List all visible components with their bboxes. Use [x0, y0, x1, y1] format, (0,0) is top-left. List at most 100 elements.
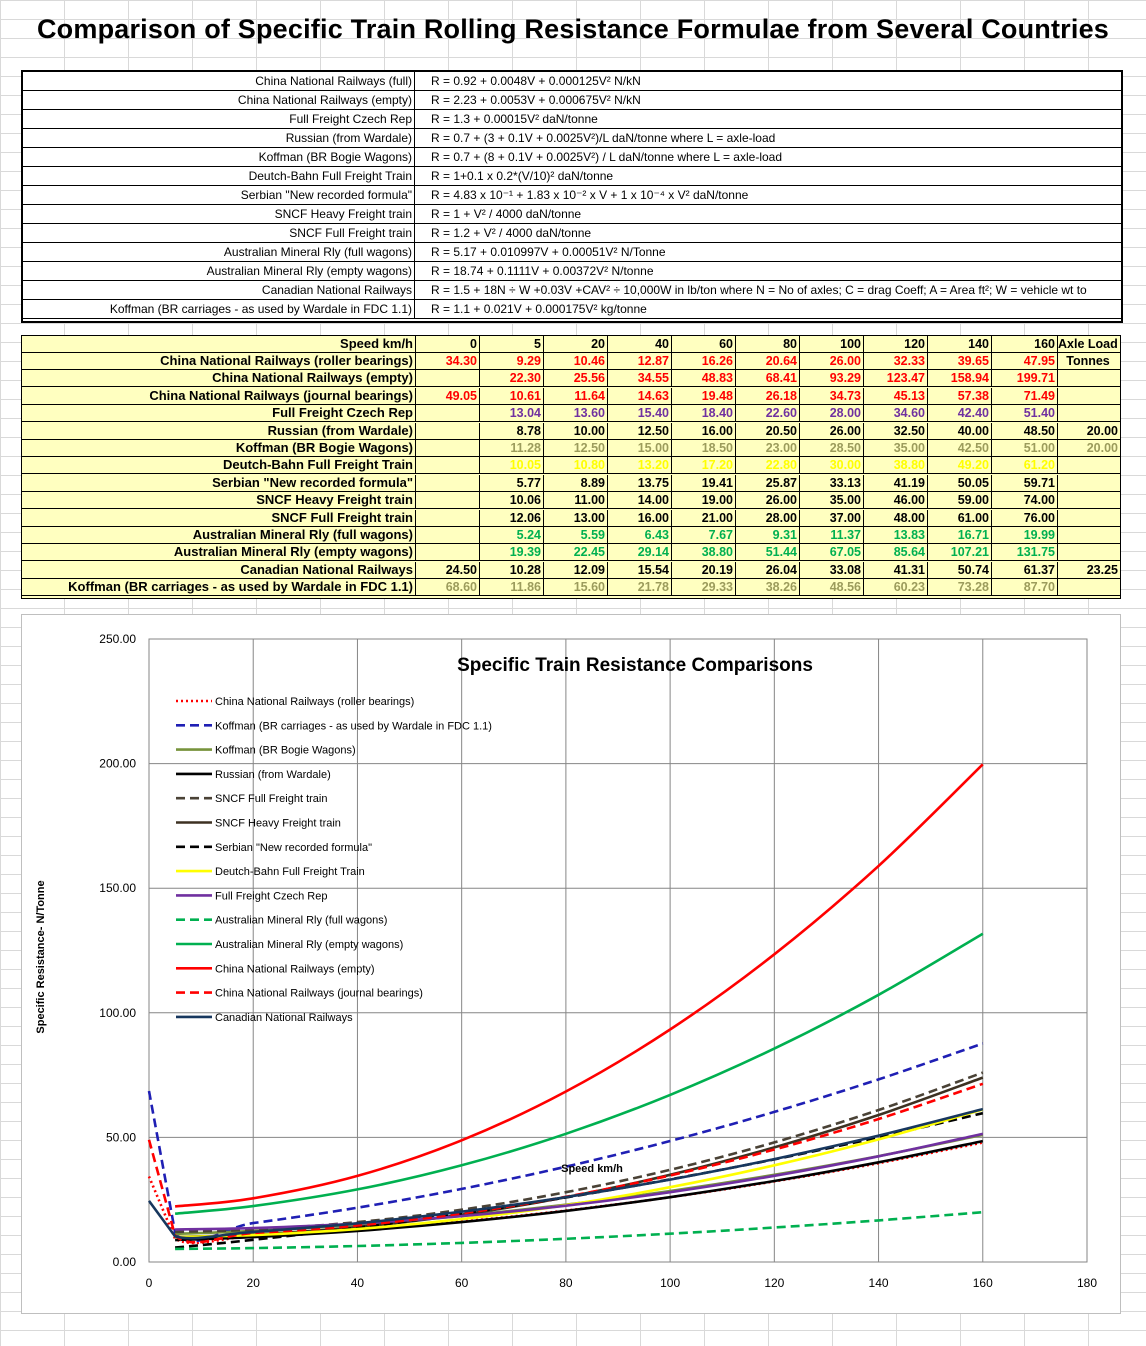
table-cell: 19.41 [672, 474, 736, 491]
formula-text: R = 1 + V² / 4000 daN/tonne [431, 207, 582, 221]
row-label: SNCF Full Freight train [22, 509, 416, 526]
y-tick-label: 50.00 [106, 1130, 136, 1144]
table-cell: 87.70 [992, 579, 1058, 596]
table-cell: 13.20 [608, 457, 672, 474]
formula-text: R = 1+0.1 x 0.2*(V/10)² daN/tonne [431, 169, 614, 183]
table-cell: 28.00 [800, 405, 864, 422]
x-tick-label: 80 [559, 1276, 573, 1290]
formula-name: Serbian "New recorded formula" [23, 186, 415, 204]
table-cell: 38.80 [864, 457, 928, 474]
table-cell: 16.00 [672, 422, 736, 439]
formula-name: Australian Mineral Rly (empty wagons) [23, 262, 415, 280]
row-label: Full Freight Czech Rep [22, 405, 416, 422]
table-cell: 49.20 [928, 457, 992, 474]
row-label: Australian Mineral Rly (empty wagons) [22, 544, 416, 561]
legend-label: Canadian National Railways [215, 1012, 353, 1024]
table-cell: 48.56 [800, 579, 864, 596]
formula-name: China National Railways (empty) [23, 91, 415, 109]
formula-text: R = 1.5 + 18N ÷ W +0.03V +CAV² ÷ 10,000W… [431, 283, 1087, 297]
formula-text: R = 0.7 + (8 + 0.1V + 0.0025V²) / L daN/… [431, 150, 782, 164]
table-cell: 47.95 [992, 353, 1058, 369]
formula-row: Russian (from Wardale) R = 0.7 + (3 + 0.1… [23, 129, 1121, 148]
table-cell: 68.60 [416, 579, 480, 596]
formula-name: Deutch-Bahn Full Freight Train [23, 167, 415, 185]
x-tick-label: 120 [764, 1276, 784, 1290]
table-cell: 22.45 [544, 544, 608, 561]
table-cell: 5.59 [544, 527, 608, 543]
table-cell [416, 405, 480, 422]
table-cell: 40.00 [928, 422, 992, 439]
table-cell: 13.00 [544, 509, 608, 526]
table-cell: 19.39 [480, 544, 544, 561]
table-cell: 16.26 [672, 353, 736, 369]
speed-column-header: 0 [416, 336, 480, 352]
table-cell: 68.41 [736, 370, 800, 387]
table-cell: 9.29 [480, 353, 544, 369]
x-tick-label: 60 [455, 1276, 469, 1290]
chart-area[interactable]: 0 20 40 60 80 100 120 140 160 180 0.00 50.00 100.00 1… [21, 614, 1121, 1314]
table-cell: 19.99 [992, 527, 1058, 543]
table-cell: 30.00 [800, 457, 864, 474]
table-cell: 123.47 [864, 370, 928, 387]
table-cell: 59.71 [992, 474, 1058, 491]
formula-row: Full Freight Czech Rep R = 1.3 + 0.00015V… [23, 110, 1121, 129]
table-cell: 10.61 [480, 387, 544, 404]
table-cell: 22.60 [736, 405, 800, 422]
table-cell: 51.40 [992, 405, 1058, 422]
formula-text: R = 1.2 + V² / 4000 daN/tonne [431, 226, 592, 240]
table-cell: 25.87 [736, 474, 800, 491]
table-cell: 34.55 [608, 370, 672, 387]
table-cell [416, 440, 480, 456]
data-table: Speed km/h 0 5 20 40 60 80 100 120 140 160 Axle Loa… [21, 335, 1121, 599]
table-row: Serbian "New recorded formula" 5.77 8.89 13… [22, 474, 1120, 492]
formula-row: Deutch-Bahn Full Freight Train R = 1+0.1 … [23, 167, 1121, 186]
row-label: Serbian "New recorded formula" [22, 474, 416, 491]
table-row: Canadian National Railways 24.50 10.28 12.0… [22, 561, 1120, 579]
table-cell: 51.44 [736, 544, 800, 561]
x-tick-label: 160 [973, 1276, 993, 1290]
row-label: Koffman (BR Bogie Wagons) [22, 440, 416, 456]
table-cell: 48.00 [864, 509, 928, 526]
formula-name: Koffman (BR carriages - as used by Warda… [23, 300, 415, 318]
table-cell [416, 457, 480, 474]
table-cell: 35.00 [864, 440, 928, 456]
table-cell: 41.31 [864, 561, 928, 578]
formula-text: R = 5.17 + 0.010997V + 0.00051V² N/Tonne [431, 245, 666, 259]
table-cell: 12.09 [544, 561, 608, 578]
table-cell: 29.14 [608, 544, 672, 561]
x-axis-label: Speed km/h [561, 1163, 623, 1175]
speed-column-header: 40 [608, 336, 672, 352]
table-cell: 13.60 [544, 405, 608, 422]
series-line [175, 1132, 984, 1231]
plot-area [148, 638, 1088, 1263]
table-cell: 23.00 [736, 440, 800, 456]
axle-load-cell: 20.00 [1086, 441, 1118, 455]
table-cell [416, 370, 480, 387]
table-cell: 61.20 [992, 457, 1058, 474]
formula-name: Koffman (BR Bogie Wagons) [23, 148, 415, 166]
table-cell: 73.28 [928, 579, 992, 596]
speed-column-header: 20 [544, 336, 608, 352]
table-cell [416, 527, 480, 543]
table-cell: 48.50 [992, 422, 1058, 439]
table-row: Full Freight Czech Rep 13.04 13.60 15.40 18.… [22, 405, 1120, 423]
row-label: Canadian National Railways [22, 561, 416, 578]
series-line [175, 1133, 984, 1236]
table-cell: 32.33 [864, 353, 928, 369]
table-cell [416, 544, 480, 561]
table-row: China National Railways (empty) 22.30 25.5… [22, 370, 1120, 388]
table-cell: 13.75 [608, 474, 672, 491]
table-cell [416, 509, 480, 526]
speed-column-header: 60 [672, 336, 736, 352]
speed-column-header: 140 [928, 336, 992, 352]
table-cell: 85.64 [864, 544, 928, 561]
legend-label: Russian (from Wardale) [215, 769, 331, 781]
table-cell: 21.00 [672, 509, 736, 526]
y-tick-label: 200.00 [99, 757, 136, 771]
legend-label: Koffman (BR carriages - as used by Warda… [215, 720, 492, 732]
series-line [174, 932, 984, 1215]
formula-name: China National Railways (full) [23, 72, 415, 90]
axle-load-cell: 23.25 [1086, 562, 1118, 577]
table-cell: 15.00 [608, 440, 672, 456]
table-cell: 11.28 [480, 440, 544, 456]
